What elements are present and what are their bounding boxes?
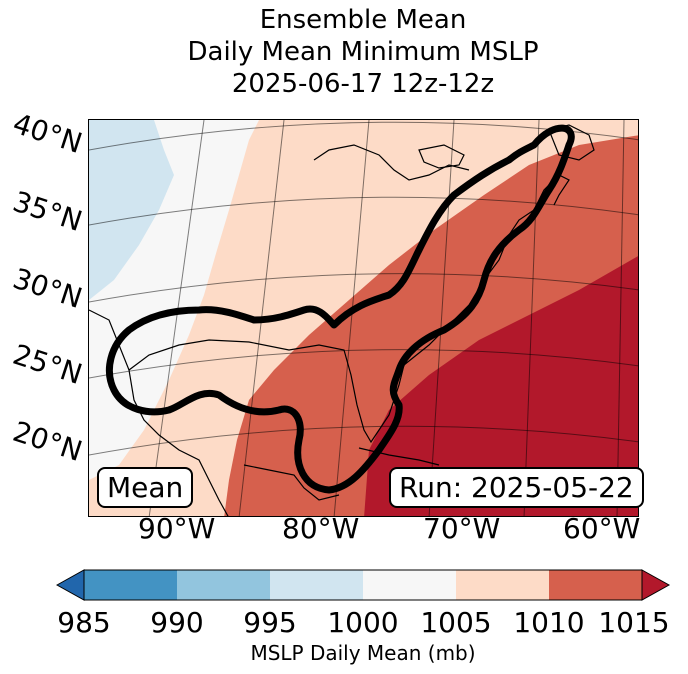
map-panel bbox=[88, 119, 639, 517]
lon-label-70w: 70°W bbox=[423, 512, 501, 545]
lat-label-40: 40°N bbox=[8, 106, 87, 161]
coastline-great-lakes bbox=[313, 144, 470, 181]
lon-line-95 bbox=[148, 120, 205, 516]
coastlines bbox=[89, 124, 595, 516]
lat-label-35: 35°N bbox=[8, 184, 87, 239]
lat-line-25 bbox=[89, 349, 638, 379]
colorbar-bin-1005-1010 bbox=[456, 570, 549, 600]
field-above-1015 bbox=[364, 256, 638, 516]
title-line-1: Ensemble Mean bbox=[259, 5, 467, 35]
colorbar-extend-low bbox=[55, 569, 85, 601]
coastline-nova-scotia bbox=[548, 124, 595, 161]
lon-line-75 bbox=[333, 120, 370, 516]
colorbar-extend-high bbox=[641, 569, 671, 601]
graticule bbox=[89, 120, 638, 516]
pressure-map bbox=[89, 120, 638, 516]
lat-label-25: 25°N bbox=[8, 337, 87, 392]
colorbar-tick-985: 985 bbox=[57, 606, 111, 639]
coastline-us bbox=[89, 174, 570, 444]
title-line-3: 2025-06-17 12z-12z bbox=[231, 69, 495, 99]
chart-title: Ensemble Mean Daily Mean Minimum MSLP 20… bbox=[0, 4, 688, 100]
coastline-yucatan bbox=[243, 464, 340, 501]
colorbar-bin-1000-1005 bbox=[363, 570, 456, 600]
lon-line-65 bbox=[428, 120, 455, 516]
lon-label-90w: 90°W bbox=[138, 512, 216, 545]
colorbar-tick-1010: 1010 bbox=[513, 606, 585, 639]
coastline-lake-erie bbox=[418, 144, 465, 169]
colorbar-bin-995-1000 bbox=[270, 570, 363, 600]
title-line-2: Daily Mean Minimum MSLP bbox=[187, 37, 539, 67]
colorbar-bin-1010-1015 bbox=[549, 570, 642, 600]
lon-line-55 bbox=[523, 120, 540, 516]
lat-label-20: 20°N bbox=[8, 414, 87, 469]
lat-line-20 bbox=[89, 425, 638, 456]
lat-line-30 bbox=[89, 273, 638, 303]
lon-line-45 bbox=[616, 120, 625, 516]
mean-label-box: Mean bbox=[97, 467, 194, 508]
colorbar-tick-1000: 1000 bbox=[327, 606, 399, 639]
lon-label-60w: 60°W bbox=[563, 512, 641, 545]
colorbar-frame bbox=[83, 569, 643, 601]
colorbar-bin-990-995 bbox=[177, 570, 270, 600]
lat-line-35 bbox=[89, 196, 638, 226]
colorbar-tick-995: 995 bbox=[243, 606, 297, 639]
colorbar-tick-1005: 1005 bbox=[420, 606, 492, 639]
run-date-box: Run: 2025-05-22 bbox=[389, 467, 644, 508]
colorbar-tick-990: 990 bbox=[150, 606, 204, 639]
colorbar-label: MSLP Daily Mean (mb) bbox=[250, 641, 476, 665]
lon-label-80w: 80°W bbox=[282, 512, 360, 545]
colorbar-bin-985-990 bbox=[84, 570, 177, 600]
lat-label-30: 30°N bbox=[8, 261, 87, 316]
colorbar-tick-1015: 1015 bbox=[598, 606, 670, 639]
field-995-1000 bbox=[89, 120, 174, 300]
contour-outline bbox=[105, 124, 575, 494]
